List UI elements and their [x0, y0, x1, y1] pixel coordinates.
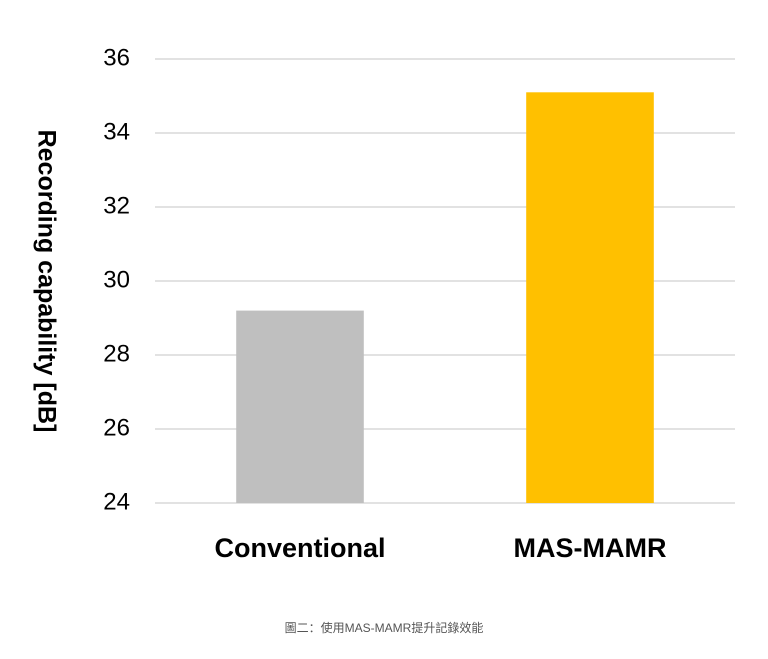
- x-tick-label: MAS-MAMR: [514, 533, 667, 563]
- y-tick-label: 28: [103, 340, 130, 367]
- bar: [526, 92, 654, 504]
- bar: [236, 310, 364, 503]
- y-tick-label: 34: [103, 118, 130, 145]
- y-axis-title: Recording capability [dB]: [32, 130, 60, 433]
- caption: 圖二：使用MAS-MAMR提升記錄效能: [285, 620, 484, 635]
- y-tick-label: 26: [103, 414, 130, 441]
- y-tick-label: 24: [103, 488, 130, 515]
- y-tick-label: 36: [103, 44, 130, 71]
- x-tick-label: Conventional: [214, 533, 385, 563]
- y-tick-label: 32: [103, 192, 130, 219]
- y-tick-label: 30: [103, 266, 130, 293]
